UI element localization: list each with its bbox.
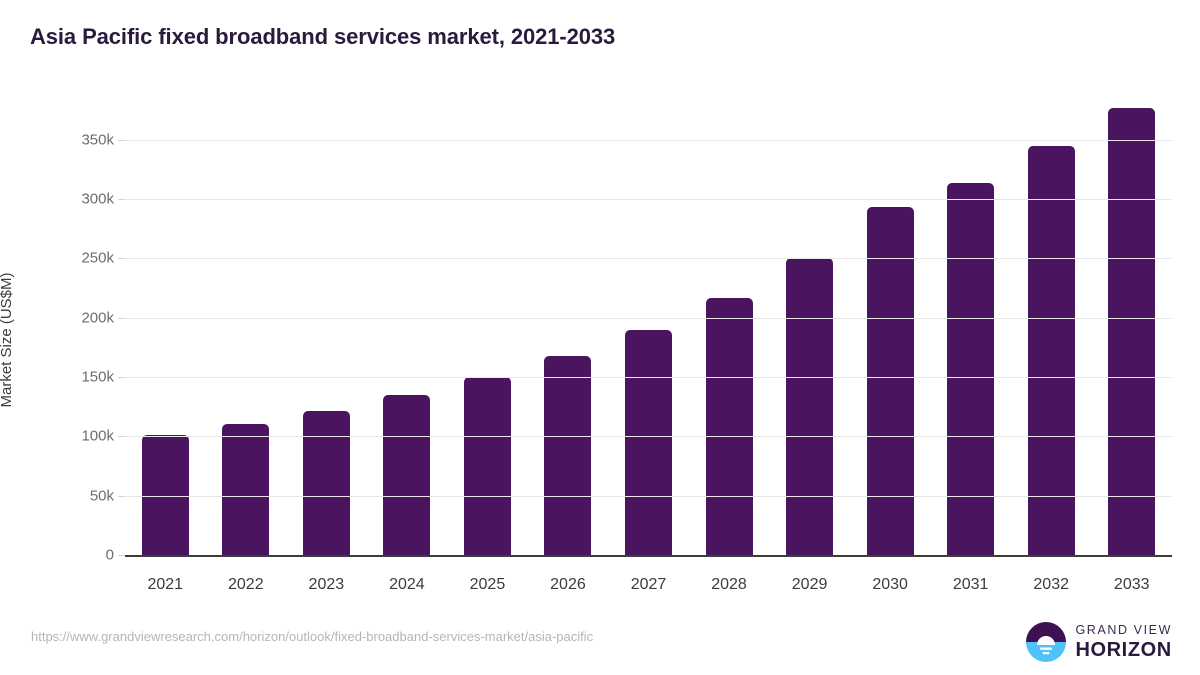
- x-tick-label: 2024: [389, 576, 425, 593]
- bar[interactable]: [141, 434, 189, 555]
- x-tick-label: 2032: [1033, 576, 1069, 593]
- x-tick-label: 2027: [630, 576, 667, 593]
- bar[interactable]: [544, 355, 592, 555]
- x-tick-label: 2030: [872, 576, 908, 593]
- y-tick-mark: [118, 495, 125, 497]
- logo-line-1: GRAND VIEW: [1075, 623, 1172, 638]
- x-tick-label: 2029: [791, 576, 828, 593]
- y-tick-label: 150k: [81, 368, 114, 386]
- gridline: [125, 199, 1172, 200]
- logo-line-2: HORIZON: [1075, 638, 1172, 661]
- bar[interactable]: [947, 182, 995, 555]
- x-tick-label: 2026: [550, 576, 586, 593]
- x-tick-label: 2033: [1113, 576, 1150, 593]
- x-tick-label: 2022: [228, 576, 264, 593]
- bar[interactable]: [222, 423, 270, 555]
- source-url[interactable]: https://www.grandviewresearch.com/horizo…: [31, 629, 594, 644]
- gridline: [125, 258, 1172, 260]
- y-tick-label: 350k: [81, 131, 114, 149]
- gridline: [125, 139, 1172, 141]
- y-tick-mark: [118, 139, 125, 141]
- y-tick-label: 200k: [81, 309, 114, 327]
- bar[interactable]: [302, 411, 350, 555]
- bar[interactable]: [625, 329, 672, 555]
- x-axis-line: [125, 555, 1172, 557]
- x-tick-label: 2023: [308, 576, 345, 593]
- x-tick-label: 2025: [469, 576, 506, 593]
- y-tick-mark: [118, 199, 125, 200]
- x-tick-label: 2031: [952, 576, 989, 593]
- y-tick-mark: [118, 555, 125, 556]
- bar[interactable]: [705, 297, 753, 555]
- logo-wordmark: GRAND VIEW HORIZON: [1075, 624, 1172, 660]
- gridline: [125, 317, 1172, 319]
- y-axis-title: Market Size (US$M): [0, 272, 15, 408]
- page-title: Asia Pacific fixed broadband services ma…: [30, 24, 616, 49]
- x-tick-label: 2021: [147, 576, 184, 593]
- y-tick-mark: [118, 377, 125, 378]
- y-tick-mark: [118, 317, 125, 319]
- y-tick-label: 50k: [89, 487, 114, 505]
- bar[interactable]: [866, 207, 914, 555]
- horizon-logo-icon: [1026, 622, 1067, 662]
- bars-layer: [125, 107, 1172, 555]
- y-tick-label: 100k: [81, 427, 114, 445]
- plot-area: 0 50k 100k 150k 200k 250k 300k 350k 2021 2022 2023…: [81, 107, 1172, 593]
- brand-logo: GRAND VIEW HORIZON: [1026, 620, 1172, 664]
- y-tick-label: 250k: [81, 249, 114, 267]
- bar[interactable]: [786, 257, 834, 555]
- y-tick-label: 300k: [81, 190, 114, 208]
- bar[interactable]: [463, 377, 511, 555]
- bar[interactable]: [1108, 107, 1156, 555]
- x-tick-label: 2028: [711, 576, 747, 593]
- y-tick-mark: [118, 436, 125, 438]
- gridline: [125, 495, 1172, 497]
- gridline: [125, 377, 1172, 378]
- y-tick-mark: [118, 258, 125, 260]
- gridline: [125, 436, 1172, 438]
- bar[interactable]: [383, 395, 431, 555]
- y-tick-label: 0: [105, 546, 114, 564]
- bar[interactable]: [1027, 145, 1075, 555]
